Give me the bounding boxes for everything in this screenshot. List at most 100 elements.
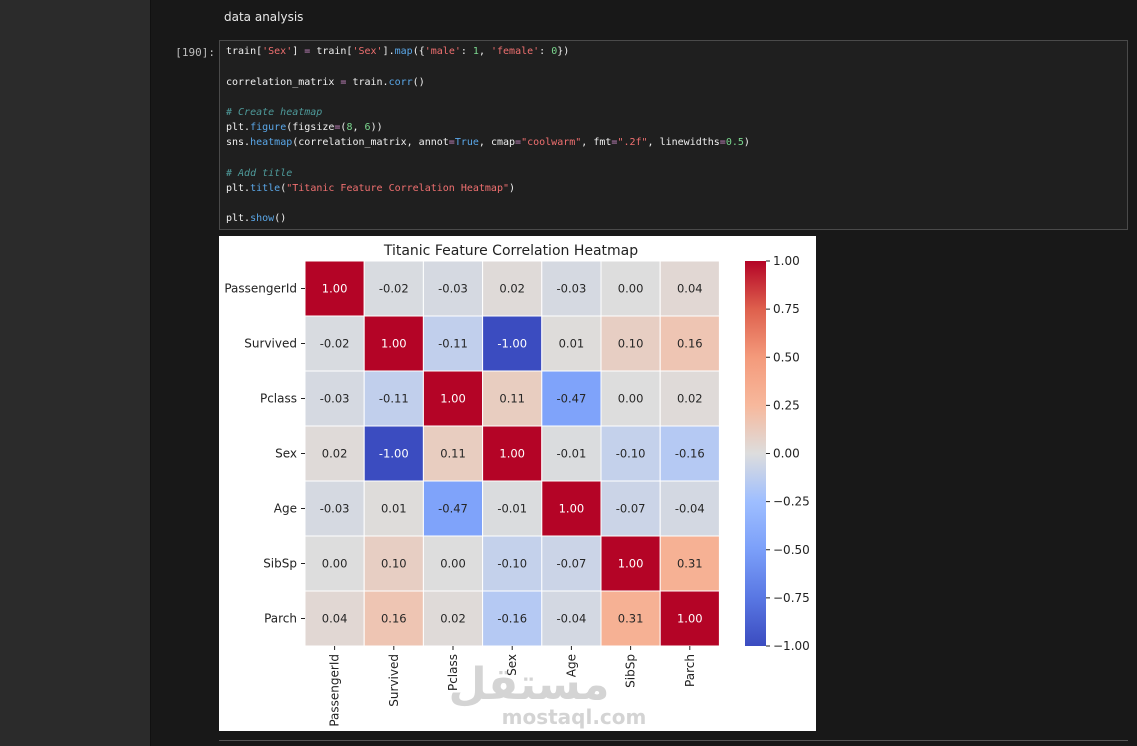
watermark-arabic: مستقل bbox=[449, 659, 610, 710]
heatmap-cell bbox=[659, 535, 720, 592]
y-tick-label: Survived bbox=[244, 337, 297, 351]
code-token: "coolwarm" bbox=[521, 137, 582, 148]
heatmap-cells: 1.00 -0.02 -0.03 0.02 -0.03 0.00 0.04 -0.02 1.00… bbox=[304, 260, 720, 647]
colorbar bbox=[745, 261, 766, 646]
code-token: train[ bbox=[226, 46, 263, 57]
heatmap-cell bbox=[304, 535, 365, 592]
x-tick-label: Age bbox=[564, 654, 578, 677]
mostaql-watermark: مستقل mostaql.com bbox=[449, 659, 647, 729]
code-token: # Add title bbox=[226, 168, 293, 179]
code-line[interactable]: # Create heatmap bbox=[226, 107, 322, 118]
code-token: ]. bbox=[382, 46, 395, 57]
cell-annotation: 0.10 bbox=[381, 557, 407, 571]
code-line[interactable]: # Add title bbox=[226, 168, 292, 179]
heatmap-cell bbox=[659, 480, 720, 537]
code-token: }) bbox=[557, 46, 570, 57]
heatmap-cell bbox=[659, 590, 720, 647]
heatmap-cell bbox=[422, 425, 484, 482]
cell-annotation: 0.00 bbox=[440, 557, 466, 571]
cell-annotation: 0.01 bbox=[559, 337, 585, 351]
heatmap-cell bbox=[482, 370, 543, 427]
code-line[interactable]: plt.figure(figsize=(8, 6)) bbox=[226, 122, 383, 133]
code-token: ({ bbox=[412, 46, 425, 57]
heatmap-cell bbox=[363, 590, 424, 647]
code-token: heatmap bbox=[250, 137, 293, 148]
code-token: train[ bbox=[310, 46, 353, 57]
cell-annotation: 0.16 bbox=[677, 337, 703, 351]
cell-annotation: 0.10 bbox=[618, 337, 644, 351]
code-line[interactable]: train['Sex'] = train['Sex'].map({'male':… bbox=[226, 46, 569, 57]
code-token: plt. bbox=[226, 122, 251, 133]
colorbar-tick-label: 0.00 bbox=[773, 447, 800, 461]
x-tick-label: SibSp bbox=[624, 654, 638, 688]
code-token: ) bbox=[509, 183, 516, 194]
x-tick-label: Sex bbox=[505, 654, 519, 676]
cell-annotation: 0.02 bbox=[322, 447, 348, 461]
y-tick-label: Pclass bbox=[260, 392, 297, 406]
cell-annotation: -0.16 bbox=[675, 447, 705, 461]
cell-annotation: -0.11 bbox=[438, 337, 468, 351]
cell-annotation: 0.11 bbox=[440, 447, 466, 461]
code-token: 0.5 bbox=[725, 137, 744, 148]
code-token: = bbox=[340, 77, 347, 88]
cell-annotation: 0.00 bbox=[618, 392, 644, 406]
heatmap-cell bbox=[482, 260, 543, 317]
cell-annotation: 1.00 bbox=[440, 392, 466, 406]
heatmap-cell bbox=[600, 315, 661, 372]
code-line[interactable]: correlation_matrix = train.corr() bbox=[226, 77, 425, 88]
cell-annotation: -0.01 bbox=[497, 502, 527, 516]
cell-annotation: 0.11 bbox=[499, 392, 525, 406]
cell-annotation: -0.02 bbox=[320, 337, 350, 351]
code-token: map bbox=[394, 46, 413, 57]
cell-output: Titanic Feature Correlation Heatmap 1.00… bbox=[219, 236, 816, 731]
cell-annotation: -0.03 bbox=[438, 282, 468, 296]
heatmap-cell bbox=[541, 480, 602, 537]
colorbar-tick-label: −0.75 bbox=[773, 591, 810, 605]
cell-annotation: -0.10 bbox=[616, 447, 646, 461]
code-line[interactable]: sns.heatmap(correlation_matrix, annot=Tr… bbox=[226, 137, 750, 148]
code-token: = bbox=[719, 137, 726, 148]
code-token: plt. bbox=[226, 183, 251, 194]
code-line[interactable]: plt.title("Titanic Feature Correlation H… bbox=[226, 183, 515, 194]
heatmap-cell bbox=[422, 535, 484, 592]
code-token: , bbox=[478, 46, 491, 57]
code-token: figure bbox=[250, 122, 287, 133]
markdown-cell-text[interactable]: data analysis bbox=[224, 10, 304, 24]
cell-annotation: -0.04 bbox=[557, 612, 587, 626]
heatmap-cell bbox=[422, 480, 484, 537]
cell-annotation: 0.01 bbox=[381, 502, 407, 516]
heatmap-cell bbox=[600, 480, 661, 537]
code-cell-editor[interactable]: train['Sex'] = train['Sex'].map({'male':… bbox=[219, 40, 1128, 230]
cell-annotation: -0.10 bbox=[497, 557, 527, 571]
cell-annotation: -0.02 bbox=[379, 282, 409, 296]
code-line[interactable]: plt.show() bbox=[226, 213, 286, 224]
heatmap-cell bbox=[541, 315, 602, 372]
code-token: True bbox=[454, 137, 479, 148]
code-token: , cmap bbox=[478, 137, 516, 148]
heatmap-cell bbox=[363, 260, 424, 317]
code-token: title bbox=[250, 183, 281, 194]
cell-annotation: 0.02 bbox=[499, 282, 525, 296]
cell-annotation: -0.11 bbox=[379, 392, 409, 406]
left-sidebar bbox=[0, 0, 150, 746]
code-token: 0 bbox=[551, 46, 558, 57]
heatmap-cell bbox=[541, 535, 602, 592]
code-token: 1 bbox=[472, 46, 479, 57]
chart-title: Titanic Feature Correlation Heatmap bbox=[383, 243, 638, 259]
cell-annotation: -0.16 bbox=[497, 612, 527, 626]
cell-annotation: 0.02 bbox=[677, 392, 703, 406]
y-tick-label: Sex bbox=[275, 447, 297, 461]
heatmap-cell bbox=[363, 370, 424, 427]
cell-annotation: -0.01 bbox=[557, 447, 587, 461]
code-token: ] bbox=[292, 46, 305, 57]
cell-annotation: 1.00 bbox=[618, 557, 644, 571]
y-tick-label: Parch bbox=[264, 612, 297, 626]
colorbar-tick-label: 0.25 bbox=[773, 398, 800, 412]
code-token: train. bbox=[346, 77, 389, 88]
sidebar-divider bbox=[150, 0, 151, 746]
cell-annotation: 1.00 bbox=[559, 502, 585, 516]
x-tick-label: Pclass bbox=[446, 654, 460, 691]
cell-annotation: 0.00 bbox=[618, 282, 644, 296]
code-token: plt. bbox=[226, 213, 251, 224]
next-cell-border bbox=[219, 740, 1128, 741]
